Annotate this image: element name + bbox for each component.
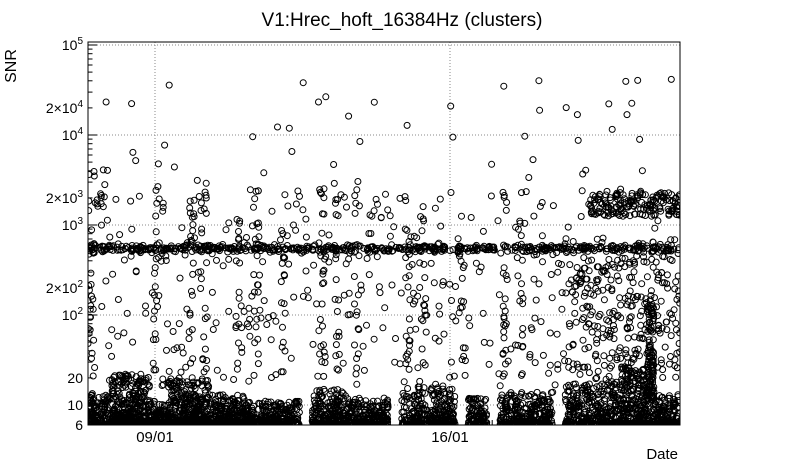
y-tick-label: 2×104	[46, 99, 84, 116]
y-tick-label: 20	[67, 370, 83, 386]
y-tick-label: 6	[75, 417, 83, 433]
x-axis-title: Date	[646, 446, 678, 463]
y-axis-title: SNR	[3, 49, 20, 83]
x-tick-label: 09/01	[136, 429, 174, 446]
y-tick-label: 2×103	[46, 189, 84, 206]
chart-title: V1:Hrec_hoft_16384Hz (clusters)	[262, 10, 543, 31]
scatter-points-layer	[88, 75, 680, 425]
scatter-points	[88, 75, 680, 425]
axes	[87, 41, 681, 426]
y-tick-label: 103	[62, 216, 84, 233]
y-tick-label: 10	[67, 397, 83, 413]
y-tick-label: 2×102	[46, 279, 84, 296]
gridlines	[88, 42, 680, 425]
x-tick-label: 16/01	[431, 429, 469, 446]
axis-tick-labels: 105 2×104 104 2×103 103 2×102 102 20 10 6 09/01 16/…	[46, 36, 469, 446]
y-tick-label: 105	[62, 36, 84, 53]
y-tick-label: 102	[62, 306, 84, 323]
y-tick-label: 104	[62, 126, 84, 143]
